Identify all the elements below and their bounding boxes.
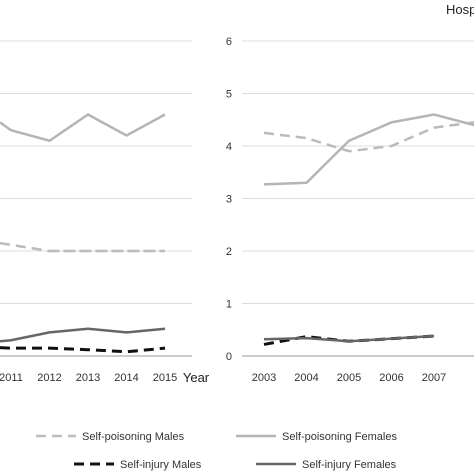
legend-label: Self-poisoning Females (282, 431, 397, 443)
y-tick-label: 4 (226, 141, 232, 153)
x-tick-label: 2003 (252, 372, 276, 384)
x-tick-label: 2006 (379, 372, 403, 384)
series-line-self-poisoning-females (263, 113, 474, 186)
legend-label: Self-poisoning Males (82, 431, 185, 443)
legend: Self-poisoning Males Self-poisoning Femal… (36, 431, 397, 471)
series-line-self-injury-females (263, 334, 435, 343)
x-tick-label: 2011 (0, 372, 23, 384)
legend-label: Self-injury Males (120, 459, 202, 471)
right-panel: 0 1 2 3 4 5 6 2003 2004 2005 2006 2007 (226, 36, 474, 384)
x-tick-label: 2005 (337, 372, 361, 384)
y-tick-label: 6 (226, 36, 232, 48)
legend-label: Self-injury Females (302, 459, 397, 471)
y-tick-label: 5 (226, 89, 232, 101)
x-tick-label: 2013 (76, 372, 100, 384)
y-tick-label: 1 (226, 299, 232, 311)
right-panel-title: Hosp (446, 2, 474, 17)
series-line-self-injury-males (0, 346, 166, 354)
x-tick-label: 2004 (294, 372, 318, 384)
y-tick-label: 3 (226, 194, 232, 206)
series-line-self-poisoning-males (263, 121, 474, 153)
series-line-self-poisoning-females (0, 113, 166, 143)
y-tick-label: 0 (226, 351, 232, 363)
series-line-self-injury-females (0, 327, 166, 343)
left-panel: 2011 2012 2013 2014 2015 (0, 40, 192, 384)
x-tick-label: 2007 (422, 372, 446, 384)
x-tick-label: 2014 (114, 372, 138, 384)
x-tick-label: 2015 (153, 372, 177, 384)
series-line-self-poisoning-males (0, 241, 165, 253)
x-tick-label: 2012 (37, 372, 61, 384)
y-tick-label: 2 (226, 246, 232, 258)
x-axis-title: Year (183, 370, 210, 385)
